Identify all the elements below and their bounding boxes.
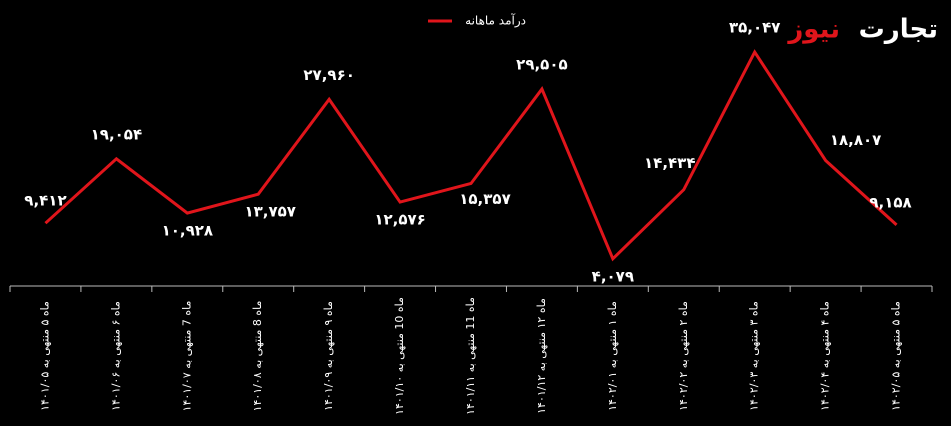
data-label: ۱۹,۰۵۴ <box>91 125 142 143</box>
data-label: ۲۷,۹۶۰ <box>303 66 354 84</box>
data-label: ۱۲,۵۷۶ <box>374 211 425 229</box>
line <box>44 49 898 262</box>
x-tick-label: ماه ۱ منتهی به ۱۴۰۲/۰۱ <box>606 301 619 411</box>
x-tick-label: ماه ۱۲ منتهی به ۱۴۰۱/۱۲ <box>535 298 548 414</box>
x-tick-label: ماه ۵ منتهی به ۱۴۰۲/۰۵ <box>890 301 903 411</box>
x-tick-label: ماه 11 منتهی به ۱۴۰۱/۱۱ <box>464 297 477 415</box>
logo-red: نیوز <box>786 15 840 45</box>
x-tick-label: ماه ۲ منتهی به ۱۴۰۲/۰۲ <box>677 301 690 411</box>
data-label: ۱۰,۹۲۸ <box>162 222 213 240</box>
x-tick-label: ماه 8 منتهی به ۱۴۰۱/۰۸ <box>251 300 264 411</box>
x-tick-label: ماه 7 منتهی به ۱۴۰۱/۰۷ <box>180 300 193 411</box>
legend-label: درآمد ماهانه <box>465 13 526 29</box>
x-tick-label: ماه ۹ منتهی به ۱۴۰۱/۰۹ <box>322 301 335 411</box>
x-tick-label: ماه 10 منتهی به ۱۴۰۱/۱۰ <box>393 297 406 415</box>
x-tick-label: ماه ۳ منتهی به ۱۴۰۲/۰۳ <box>748 301 761 411</box>
x-tick-label: ماه ۵ منتهی به ۱۴۰۱/۰۵ <box>38 301 51 411</box>
data-label: ۹,۱۵۸ <box>869 193 911 211</box>
data-label: ۲۹,۵۰۵ <box>516 56 567 74</box>
x-tick-label: ماه ۴ منتهی به ۱۴۰۲/۰۴ <box>819 301 832 411</box>
data-label: ۹,۴۱۲ <box>24 192 66 210</box>
data-label: ۱۸,۸۰۷ <box>830 131 881 149</box>
logo-white: تجارت <box>859 15 938 45</box>
data-label: ۱۵,۳۵۷ <box>459 190 510 208</box>
x-tick-label: ماه ۶ منتهی به ۱۴۰۱/۰۶ <box>109 301 122 411</box>
data-label: ۳۵,۰۴۷ <box>729 19 780 37</box>
data-label: ۴,۰۷۹ <box>592 267 634 285</box>
data-label: ۱۳,۷۵۷ <box>244 203 295 221</box>
data-label: ۱۴,۴۳۴ <box>644 154 695 172</box>
